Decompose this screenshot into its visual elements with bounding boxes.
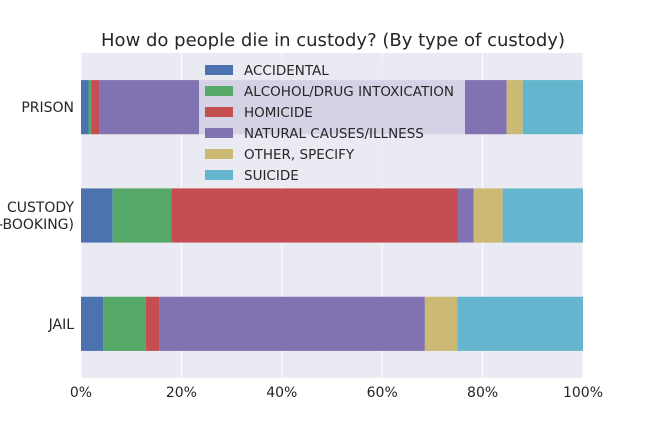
legend: ACCIDENTAL ALCOHOL/DRUG INTOXICATION HOMIC…	[199, 58, 465, 186]
bar-segment	[81, 80, 89, 135]
bar-segment	[103, 296, 146, 351]
x-tick-label: 60%	[367, 385, 398, 401]
legend-label: HOMICIDE	[244, 105, 313, 121]
y-tick-label: PRISON	[21, 100, 74, 116]
y-tick-label: (PRE-BOOKING)	[0, 217, 74, 233]
legend-label: NATURAL CAUSES/ILLNESS	[244, 126, 424, 142]
bar-segment	[522, 80, 583, 135]
legend-label: ALCOHOL/DRUG INTOXICATION	[244, 84, 454, 100]
bar-segment	[473, 188, 503, 243]
y-tick-label: CUSTODY	[7, 200, 74, 216]
bar-segment	[159, 296, 425, 351]
legend-swatch	[205, 149, 233, 159]
legend-box	[199, 58, 465, 186]
legend-label: ACCIDENTAL	[244, 63, 329, 79]
x-tick-label: 80%	[467, 385, 498, 401]
y-tick-label: JAIL	[48, 317, 75, 333]
legend-swatch	[205, 128, 233, 138]
chart-title: How do people die in custody? (By type o…	[101, 30, 565, 51]
legend-swatch	[205, 86, 233, 96]
bar-segment	[112, 188, 172, 243]
legend-swatch	[205, 107, 233, 117]
x-tick-label: 100%	[563, 385, 603, 401]
bar-segment	[457, 188, 474, 243]
bar-segment	[171, 188, 458, 243]
y-tick-labels: PRISON CUSTODY(PRE-BOOKING) JAIL	[0, 100, 74, 333]
bar-segment	[424, 296, 458, 351]
x-tick-label: 0%	[70, 385, 92, 401]
x-tick-label: 20%	[166, 385, 197, 401]
x-tick-labels: 0% 20% 40% 60% 80% 100%	[70, 385, 603, 401]
legend-swatch	[205, 65, 233, 75]
legend-swatch	[205, 170, 233, 180]
bar-segment	[506, 80, 523, 135]
bar-segment	[91, 80, 100, 135]
x-tick-label: 40%	[266, 385, 297, 401]
bar-segment	[502, 188, 583, 243]
legend-label: OTHER, SPECIFY	[244, 147, 355, 163]
bar-segment	[81, 188, 113, 243]
bar-segment	[145, 296, 160, 351]
legend-label: SUICIDE	[244, 168, 299, 184]
bar-segment	[457, 296, 583, 351]
bar-segment	[88, 80, 92, 135]
bar-segment	[81, 296, 104, 351]
